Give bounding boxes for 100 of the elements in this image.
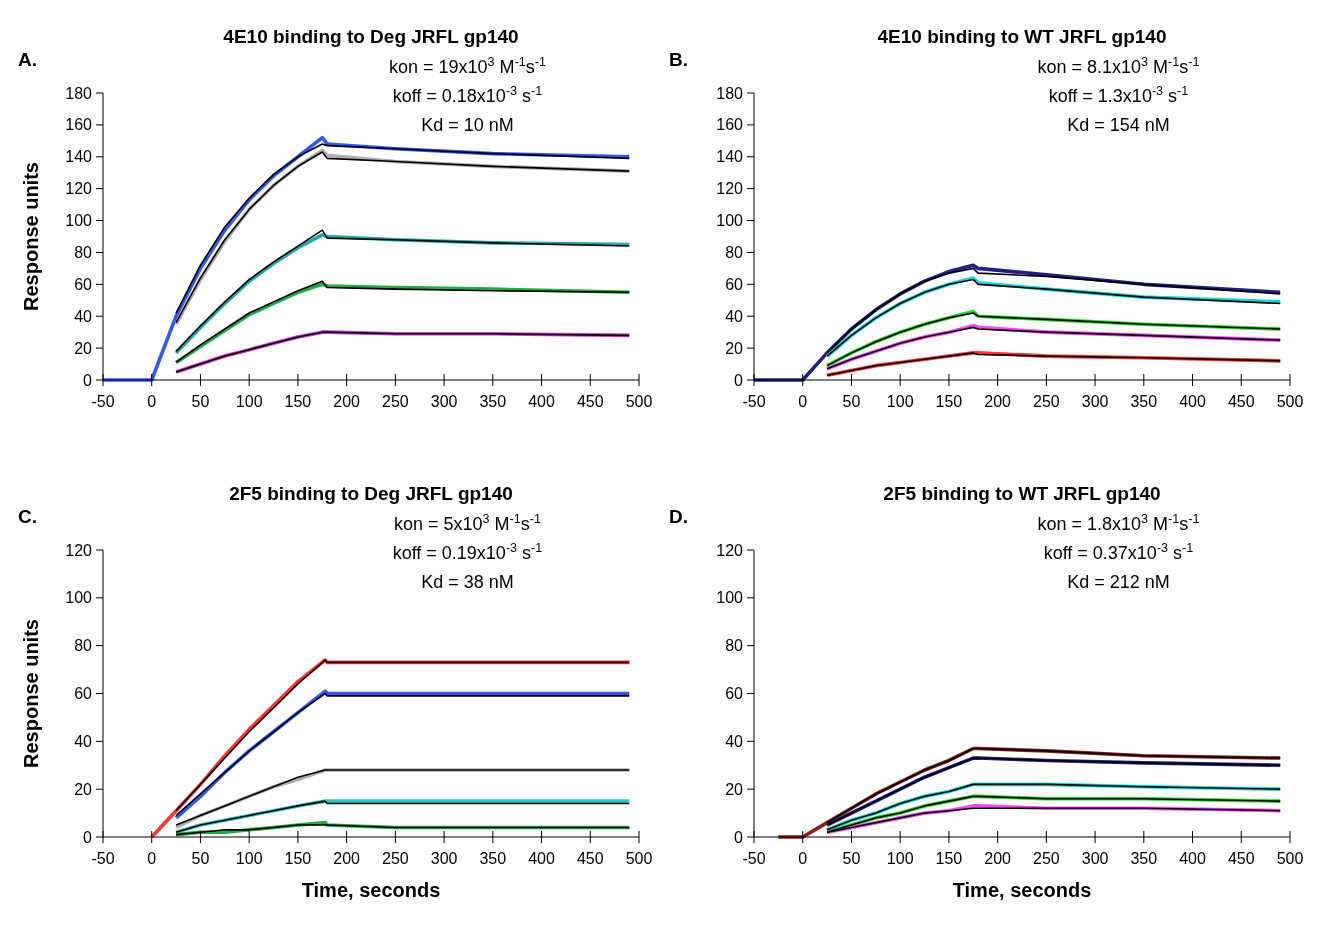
x-tick-label: 100 [235, 850, 263, 867]
x-tick-label: 350 [479, 850, 507, 867]
y-tick-label: 40 [74, 307, 93, 325]
annotation: koff = 0.18x10$^{-3}$ s$^{-1}$ [392, 84, 543, 106]
annotation: koff = 0.19x10$^{-3}$ s$^{-1}$ [392, 541, 543, 563]
x-tick-label: 300 [430, 393, 458, 410]
annotation: koff = 0.37x10$^{-3}$ s$^{-1}$ [1043, 541, 1194, 563]
x-tick-label: 450 [576, 393, 604, 410]
y-tick-label: 80 [725, 637, 744, 655]
text: A. [18, 49, 37, 70]
x-tick-label: 50 [191, 850, 210, 867]
x-tick-label: 500 [625, 393, 653, 410]
x-tick-label: 400 [1179, 393, 1206, 410]
x-tick-label: 450 [1227, 393, 1255, 410]
annotation: Kd = 38 nM [421, 572, 514, 592]
x-tick-label: 200 [984, 393, 1012, 410]
text: B. [669, 49, 688, 70]
x-tick-label: 400 [1179, 850, 1206, 867]
x-tick-label: 0 [798, 850, 808, 867]
x-tick-label: 450 [1227, 850, 1255, 867]
x-tick-label: 350 [1130, 850, 1158, 867]
y-axis-title: Response units [20, 162, 42, 311]
x-axis-title: Time, seconds [952, 879, 1092, 901]
x-tick-label: 50 [842, 393, 861, 410]
text: kon = 5x10$^{3}$ M$^{-1}$s$^{-1}$ [393, 512, 541, 534]
x-tick-label: 500 [1276, 850, 1304, 867]
x-tick-label: 300 [430, 850, 458, 867]
y-tick-label: 60 [74, 685, 93, 703]
x-tick-label: 100 [886, 393, 914, 410]
y-tick-label: 140 [65, 148, 93, 166]
y-tick-label: 100 [716, 589, 744, 607]
y-tick-label: 120 [65, 541, 93, 559]
y-tick-label: 100 [65, 212, 93, 230]
y-axis-title: Response units [20, 619, 42, 768]
y-tick-label: 60 [725, 275, 744, 293]
x-tick-label: 50 [842, 850, 861, 867]
x-tick-label: 200 [333, 850, 361, 867]
annotation: koff = 1.3x10$^{-3}$ s$^{-1}$ [1048, 84, 1189, 106]
annotation: Kd = 10 nM [421, 115, 514, 135]
x-tick-label: -50 [91, 850, 115, 867]
x-tick-label: 500 [625, 850, 653, 867]
x-tick-label: 200 [984, 850, 1012, 867]
x-tick-label: 300 [1081, 850, 1109, 867]
text: C. [18, 506, 37, 527]
x-tick-label: 250 [1033, 393, 1060, 410]
y-tick-label: 0 [83, 828, 93, 846]
x-tick-label: -50 [91, 393, 115, 410]
x-tick-label: -50 [742, 393, 766, 410]
text: kon = 19x10$^{3}$ M$^{-1}$s$^{-1}$ [388, 55, 546, 77]
y-tick-label: 180 [716, 84, 744, 102]
y-tick-label: 60 [74, 275, 93, 293]
x-tick-label: 0 [798, 393, 808, 410]
y-tick-label: 100 [716, 212, 744, 230]
y-tick-label: 120 [65, 180, 93, 198]
x-tick-label: -50 [742, 850, 766, 867]
x-axis-title: Time, seconds [301, 879, 441, 901]
y-tick-label: 140 [716, 148, 744, 166]
chart-title: 2F5 binding to WT JRFL gp140 [883, 483, 1161, 504]
chart-title: 2F5 binding to Deg JRFL gp140 [229, 483, 513, 504]
text: D. [669, 506, 688, 527]
x-tick-label: 250 [382, 393, 409, 410]
y-tick-label: 80 [725, 244, 744, 262]
x-tick-label: 350 [479, 393, 507, 410]
chart-title: 4E10 binding to Deg JRFL gp140 [223, 26, 519, 47]
x-tick-label: 450 [576, 850, 604, 867]
y-tick-label: 0 [734, 371, 744, 389]
y-tick-label: 40 [725, 732, 744, 750]
y-tick-label: 60 [725, 685, 744, 703]
y-tick-label: 20 [725, 780, 744, 798]
text: kon = 8.1x10$^{3}$ M$^{-1}$s$^{-1}$ [1037, 55, 1200, 77]
x-tick-label: 400 [528, 393, 555, 410]
y-tick-label: 100 [65, 589, 93, 607]
y-tick-label: 120 [716, 180, 744, 198]
y-tick-label: 20 [74, 780, 93, 798]
y-tick-label: 80 [74, 637, 93, 655]
x-tick-label: 150 [284, 850, 312, 867]
x-tick-label: 250 [382, 850, 409, 867]
x-tick-label: 0 [147, 850, 157, 867]
chart-title: 4E10 binding to WT JRFL gp140 [877, 26, 1167, 47]
text: kon = 1.8x10$^{3}$ M$^{-1}$s$^{-1}$ [1037, 512, 1200, 534]
x-tick-label: 200 [333, 393, 361, 410]
x-tick-label: 150 [935, 850, 963, 867]
x-tick-label: 0 [147, 393, 157, 410]
y-tick-label: 180 [65, 84, 93, 102]
y-tick-label: 80 [74, 244, 93, 262]
y-tick-label: 40 [74, 732, 93, 750]
annotation: Kd = 154 nM [1067, 115, 1170, 135]
y-tick-label: 20 [74, 339, 93, 357]
y-tick-label: 0 [734, 828, 744, 846]
x-tick-label: 350 [1130, 393, 1158, 410]
annotation: Kd = 212 nM [1067, 572, 1170, 592]
y-tick-label: 0 [83, 371, 93, 389]
y-tick-label: 40 [725, 307, 744, 325]
y-tick-label: 120 [716, 541, 744, 559]
y-tick-label: 160 [716, 116, 744, 134]
x-tick-label: 150 [935, 393, 963, 410]
x-tick-label: 500 [1276, 393, 1304, 410]
x-tick-label: 50 [191, 393, 210, 410]
x-tick-label: 250 [1033, 850, 1060, 867]
x-tick-label: 300 [1081, 393, 1109, 410]
